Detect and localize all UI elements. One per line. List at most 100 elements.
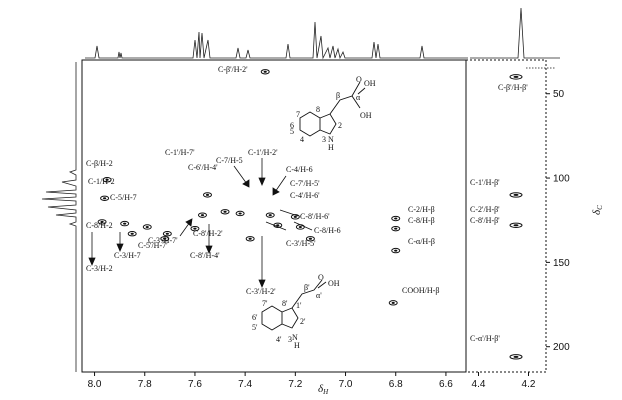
x-tick-label: 8.0 [88,379,102,390]
cross-peak-core [165,232,169,235]
annotation-labels: C-β'/H-2' C-β/H-2 C-1/H-2 C-8/H-2 C-5/H-… [86,65,528,343]
cross-peak-core [308,237,312,240]
x-tick-label: 7.8 [138,379,152,390]
svg-text:7': 7' [262,299,268,308]
svg-text:6: 6 [290,121,294,130]
svg-text:1': 1' [296,301,302,310]
cross-peak [142,224,152,230]
left-projection [41,62,77,372]
x-tick-label: 7.4 [238,379,252,390]
cross-peak-core [248,237,252,240]
cross-peak [509,192,523,198]
label-calpha-hbeta: C-α/H-β [408,237,435,246]
y-tick-label: 200 [553,342,570,353]
svg-text:6': 6' [252,313,258,322]
svg-text:OH: OH [328,279,340,288]
label-cbetap-hbetap: C-β'/H-β' [498,83,528,92]
cross-peak-core [391,301,395,304]
top-projection [85,7,560,60]
svg-text:8': 8' [282,299,288,308]
cross-peak-core [130,232,134,235]
svg-text:N: N [328,135,334,144]
label-calphap-hbetap: C-α'/H-β' [470,334,500,343]
label-c8-h2: C-8/H-2 [86,221,113,230]
label-c1p-h2p: C-1'/H-2' [248,148,278,157]
svg-text:4': 4' [276,335,282,344]
cross-peak-core [394,217,398,220]
label-c7p-h5p: C-7'/H-5' [290,179,320,188]
svg-text:3: 3 [322,135,326,144]
svg-text:O: O [356,75,362,84]
cross-peak [391,215,401,222]
cross-peak [220,209,230,215]
y-tick-label: 150 [553,258,570,269]
cross-peak [127,231,137,237]
x-tick-label: 7.6 [188,379,202,390]
label-c3p-h5p: C-3'/H-5' [286,239,316,248]
svg-text:2': 2' [300,317,306,326]
svg-text:OH: OH [360,111,372,120]
cross-peak [190,225,200,232]
annotation-arrows [88,158,313,289]
label-c3p-h7p: C-3'/H-7' [148,236,178,245]
structure-1 [299,81,366,137]
label-c1-h2: C-1/H-2 [88,177,115,186]
cross-peak [388,300,398,306]
label-c1p-h7p: C-1'/H-7' [165,148,195,157]
cross-peak [100,195,110,201]
svg-text:β: β [336,91,340,100]
label-c4p-h6p: C-4'/H-6' [290,191,320,200]
cross-peak [290,214,300,220]
cross-peak [265,212,275,218]
svg-text:5: 5 [290,127,294,136]
svg-text:α': α' [316,291,322,300]
y-axis-title: δC [591,205,604,215]
cross-peak [391,247,401,254]
label-c8p-h6p: C-8'/H-6' [300,212,330,221]
cross-peak [97,219,107,225]
cross-peak [391,225,401,232]
label-c8-hbeta: C-8/H-β [408,216,435,225]
x-axis-title: δH [318,383,329,396]
cross-peak-core [268,214,272,217]
cross-peak-core [276,224,280,227]
label-c8p-h4p: C-8'/H-4' [190,251,220,260]
label-c4-h6: C-4/H-6 [286,165,313,174]
x-tick-label: 4.4 [472,379,486,390]
cross-peak-core [145,225,149,228]
label-c6p-h4p: C-6'/H-4' [188,163,218,172]
y-tick-label: 50 [553,89,565,100]
cross-peak [202,192,212,198]
side-plot-frame [465,59,547,373]
structure-1-text: 7 8 6 5 4 3 2 N H β α OH O OH [290,75,376,152]
peaks-layer [97,69,523,360]
label-c7-h5: C-7/H-5 [216,156,243,165]
cross-peak [162,231,172,237]
label-c3-h7: C-3/H-7 [114,251,141,260]
label-cbeta-h2: C-β/H-2 [86,159,113,168]
cross-peak-core [394,227,398,230]
cross-peak-core [200,214,205,217]
label-c8-h6: C-8/H-6 [314,226,341,235]
cross-peak [509,74,523,80]
structure-2-text: 7' 8' 6' 5' 4' 3 1' 2' N H β' α' OH O [252,273,340,350]
cross-peak-core [298,225,302,228]
svg-text:7: 7 [296,110,300,119]
svg-text:OH: OH [364,79,376,88]
label-cooh-hbeta: COOH/H-β [402,286,439,295]
svg-text:β': β' [304,283,310,292]
cross-peak [509,354,523,360]
svg-text:5': 5' [252,323,258,332]
x-tick-label: 7.0 [339,379,353,390]
cross-peak-core [163,237,167,240]
x-tick-label: 7.2 [288,379,302,390]
cross-peak-core [513,75,519,78]
x-tick-label: 6.6 [439,379,453,390]
cross-peak-core [263,70,267,73]
label-c2-hbeta: C-2/H-β [408,205,435,214]
ticks-layer: 8.0 7.8 7.6 7.4 7.2 7.0 6.8 6.6 4.4 4.2 50 100 150 20… [88,89,571,390]
svg-text:8: 8 [316,105,320,114]
svg-text:H: H [328,143,334,152]
cross-peak-core [513,355,519,358]
